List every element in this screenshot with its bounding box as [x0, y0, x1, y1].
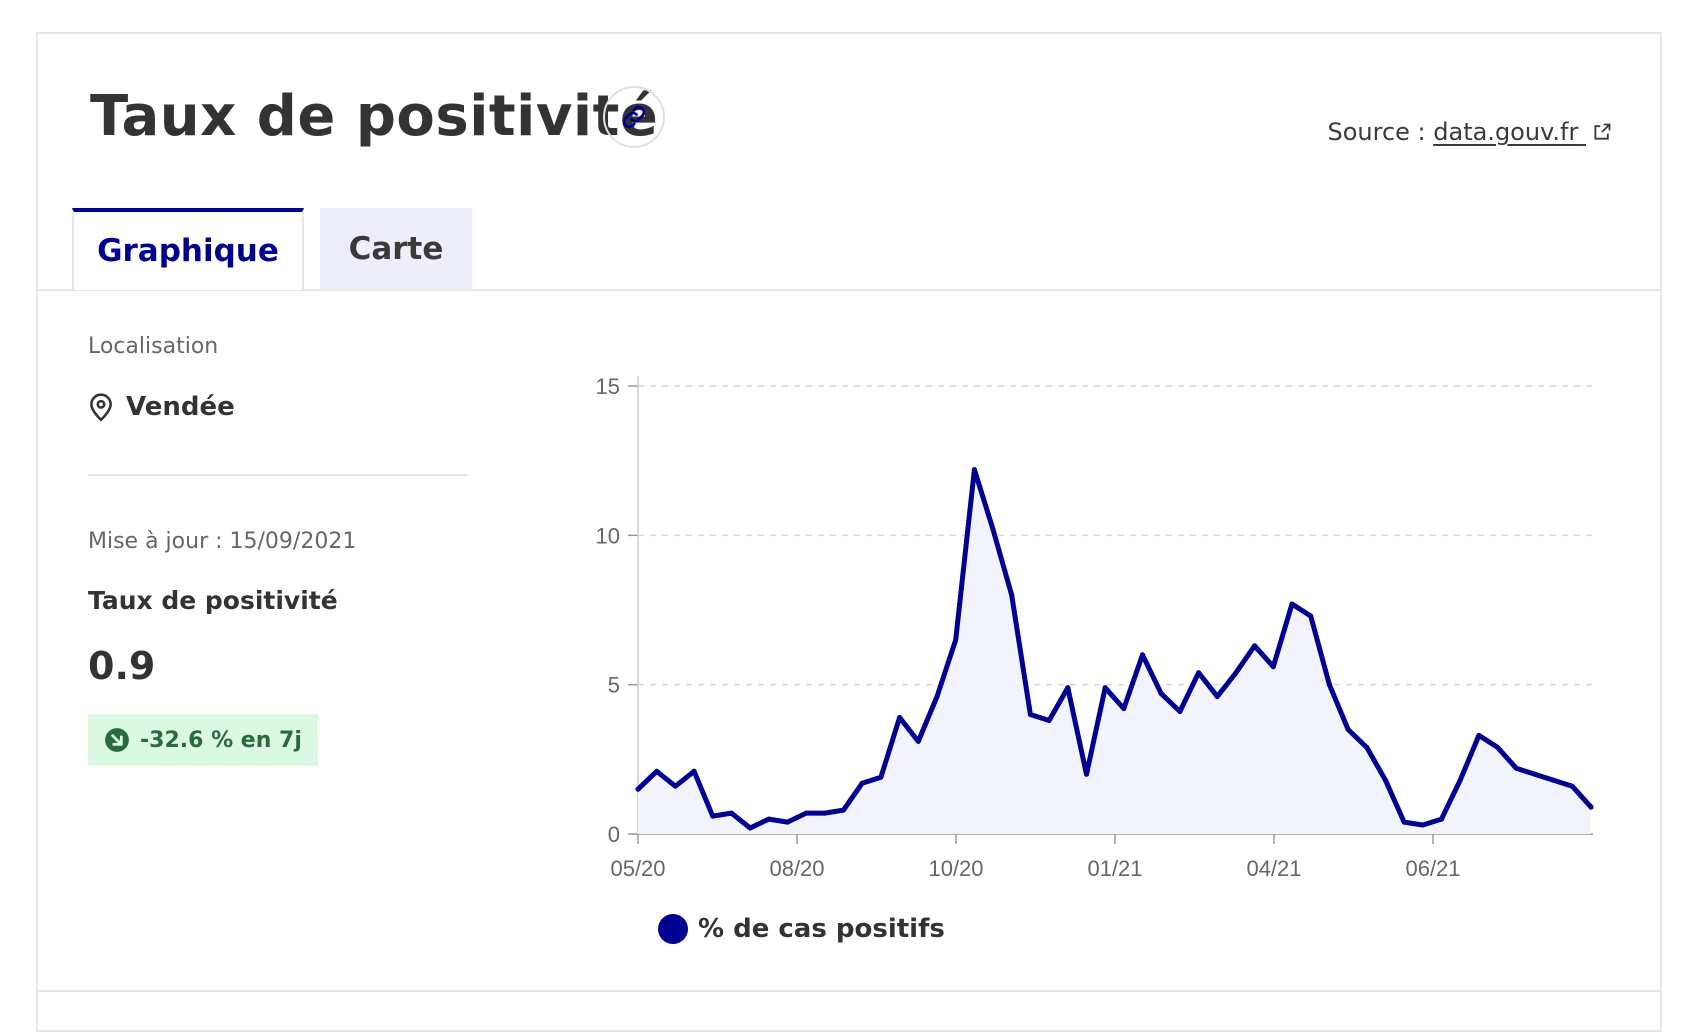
- source-prefix: Source :: [1327, 118, 1434, 146]
- data-point: [897, 715, 903, 721]
- data-point: [1551, 777, 1557, 783]
- trend-badge: -32.6 % en 7j: [88, 714, 318, 766]
- source-line: Source : data.gouv.fr: [1327, 118, 1612, 146]
- y-tick-label: 0: [608, 822, 620, 847]
- data-point: [1065, 685, 1071, 691]
- indicator-value: 0.9: [88, 644, 156, 688]
- data-point: [635, 786, 641, 792]
- x-tick-label: 10/20: [928, 856, 983, 881]
- location-label: Localisation: [88, 334, 219, 359]
- data-point: [654, 768, 660, 774]
- data-point: [1233, 670, 1239, 676]
- map-pin-icon: [90, 393, 112, 422]
- data-point: [915, 738, 921, 744]
- legend-label: % de cas positifs: [698, 914, 945, 944]
- data-point: [934, 694, 940, 700]
- data-point: [953, 637, 959, 643]
- data-point: [766, 816, 772, 822]
- page-title: Taux de positivité: [90, 84, 659, 149]
- data-point: [1569, 783, 1575, 789]
- data-point: [1270, 664, 1276, 670]
- tab-bar: Graphique Carte: [72, 208, 472, 290]
- data-point: [1009, 592, 1015, 598]
- link-icon: [622, 105, 646, 129]
- data-point: [691, 768, 697, 774]
- data-point: [1588, 804, 1594, 810]
- y-tick-label: 15: [596, 374, 620, 399]
- source-link[interactable]: data.gouv.fr: [1433, 118, 1612, 146]
- trend-text: -32.6 % en 7j: [140, 727, 302, 753]
- data-point: [1289, 601, 1295, 607]
- positivity-chart: 0 5 10 15 05/20 08/20 10/20 01/21 04/21 06/21: [596, 374, 1594, 881]
- x-tick-label: 08/20: [769, 856, 824, 881]
- sidebar: Localisation Vendée Mise à jour : 15/09/…: [88, 334, 468, 766]
- legend-marker: [658, 914, 688, 944]
- series-area: [638, 469, 1591, 834]
- data-point: [710, 813, 716, 819]
- data-point: [971, 467, 977, 473]
- data-point: [1513, 765, 1519, 771]
- data-point: [1364, 744, 1370, 750]
- y-tick-label: 10: [596, 523, 620, 548]
- external-link-icon: [1594, 123, 1611, 140]
- data-point: [1382, 777, 1388, 783]
- data-point: [1420, 822, 1426, 828]
- bottom-divider: [38, 990, 1660, 992]
- data-point: [803, 810, 809, 816]
- data-point: [1140, 652, 1146, 658]
- chart-legend: % de cas positifs: [658, 914, 945, 944]
- data-point: [990, 526, 996, 532]
- arrow-down-right-icon: [105, 728, 129, 752]
- data-point: [1308, 613, 1314, 619]
- location-value: Vendée: [126, 392, 235, 422]
- data-point: [1476, 732, 1482, 738]
- data-point: [1046, 718, 1052, 724]
- update-date: Mise à jour : 15/09/2021: [88, 529, 357, 554]
- location-selector[interactable]: Vendée: [88, 392, 235, 422]
- tab-carte[interactable]: Carte: [320, 208, 472, 290]
- y-tick-label: 5: [608, 673, 620, 698]
- x-tick-label: 05/20: [610, 856, 665, 881]
- data-point: [1252, 643, 1258, 649]
- data-point: [859, 780, 865, 786]
- data-point: [1401, 819, 1407, 825]
- data-point: [1158, 691, 1164, 697]
- source-link-label: data.gouv.fr: [1433, 118, 1579, 146]
- data-point: [878, 774, 884, 780]
- data-point: [1214, 694, 1220, 700]
- tab-divider: [38, 289, 1660, 291]
- x-tick-label: 04/21: [1246, 856, 1301, 881]
- data-point: [822, 810, 828, 816]
- data-point: [784, 819, 790, 825]
- data-point: [1457, 777, 1463, 783]
- tab-graphique[interactable]: Graphique: [72, 208, 304, 290]
- data-point: [672, 783, 678, 789]
- indicator-title: Taux de positivité: [88, 586, 338, 615]
- series-line: [635, 467, 1594, 831]
- data-point: [841, 807, 847, 813]
- data-point: [1495, 744, 1501, 750]
- data-point: [1083, 771, 1089, 777]
- x-tick-label: 06/21: [1405, 856, 1460, 881]
- data-point: [1177, 709, 1183, 715]
- x-tick-label: 01/21: [1087, 856, 1142, 881]
- data-point: [1196, 670, 1202, 676]
- data-point: [747, 825, 753, 831]
- data-point: [1027, 712, 1033, 718]
- data-point: [1532, 771, 1538, 777]
- data-point: [728, 810, 734, 816]
- data-point: [1326, 682, 1332, 688]
- permalink-button[interactable]: [603, 86, 665, 148]
- data-point: [1102, 685, 1108, 691]
- data-point: [1121, 706, 1127, 712]
- data-point: [1439, 816, 1445, 822]
- indicator-card: Taux de positivité Source : data.gouv.fr…: [36, 32, 1662, 1032]
- data-point: [1345, 726, 1351, 732]
- sidebar-divider: [88, 474, 468, 476]
